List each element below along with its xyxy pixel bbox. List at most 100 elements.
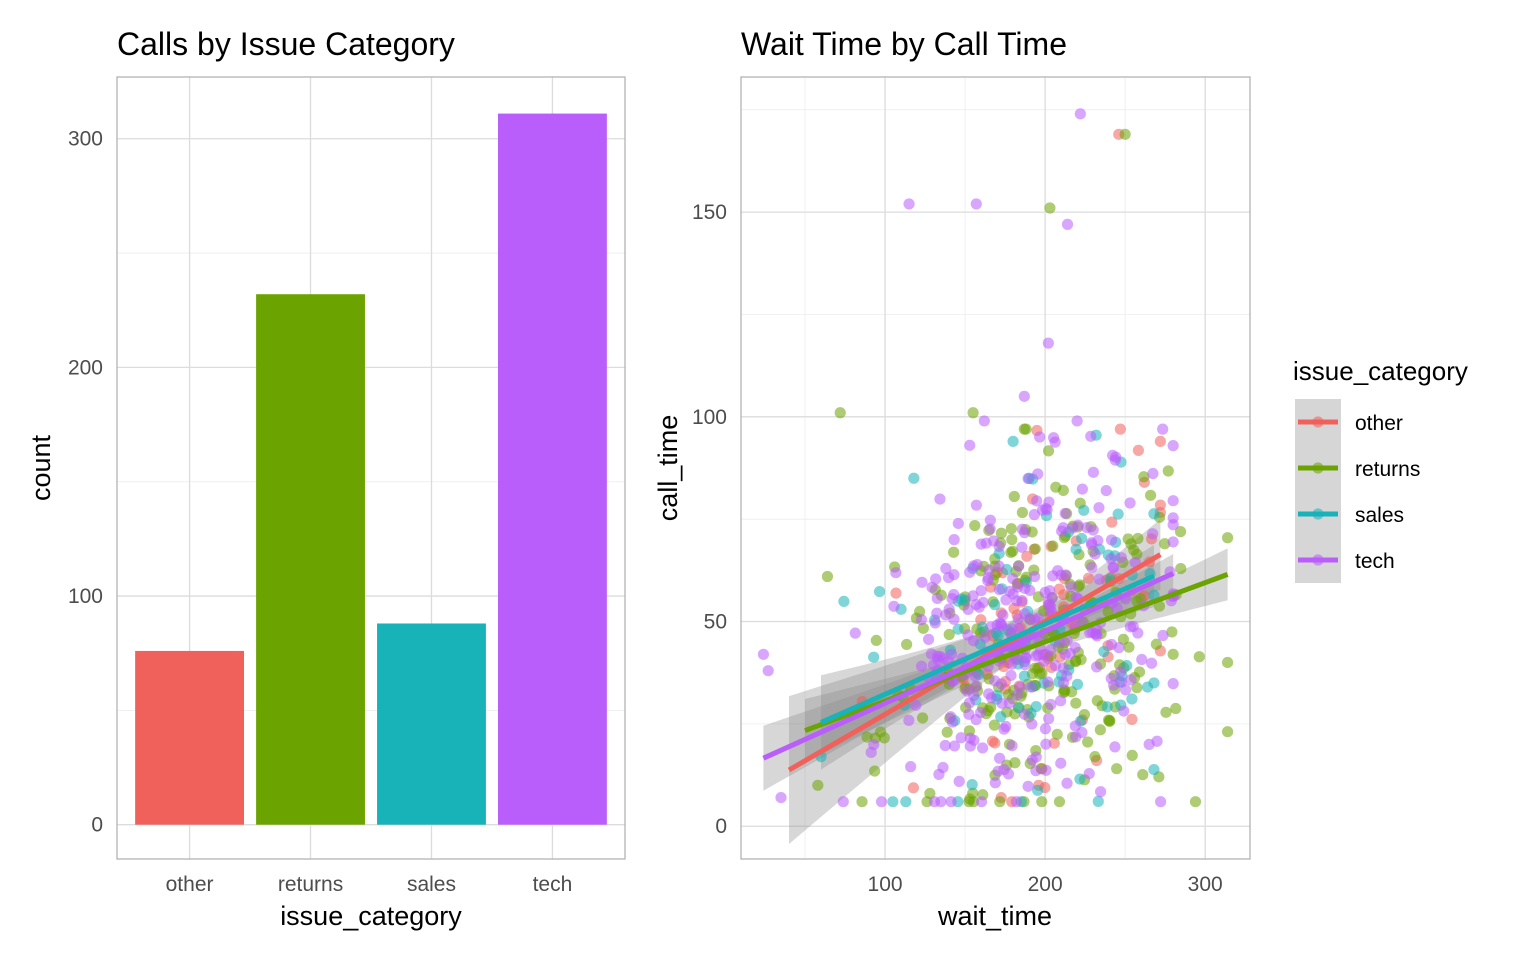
scatter-point-tech bbox=[1029, 614, 1041, 626]
scatter-point-returns bbox=[812, 779, 824, 791]
scatter-point-returns bbox=[1089, 751, 1101, 763]
scatter-point-tech bbox=[948, 534, 960, 546]
scatter-point-tech bbox=[1093, 502, 1105, 514]
scatter-point-tech bbox=[1059, 507, 1071, 519]
scatter-point-returns bbox=[1044, 202, 1056, 214]
scatter-point-sales bbox=[1126, 693, 1138, 705]
scatter-point-sales bbox=[1070, 543, 1082, 555]
scatter-point-tech bbox=[970, 198, 982, 210]
scatter-point-tech bbox=[1147, 528, 1159, 540]
scatter-point-returns bbox=[901, 638, 913, 651]
scatter-point-tech bbox=[1113, 642, 1125, 654]
scatter-point-tech bbox=[1100, 484, 1112, 497]
scatter-point-tech bbox=[970, 499, 982, 511]
scatter-point-returns bbox=[1008, 490, 1020, 503]
scatter-point-tech bbox=[1007, 572, 1019, 585]
scatter-point-tech bbox=[975, 796, 988, 808]
scatter-point-tech bbox=[962, 603, 974, 616]
scatter-point-tech bbox=[952, 517, 964, 530]
bar-tech bbox=[498, 113, 607, 825]
scatter-point-tech bbox=[1065, 581, 1077, 593]
scatter-point-returns bbox=[1221, 532, 1234, 544]
scatter-point-sales bbox=[1078, 504, 1090, 516]
bar-y-tick-label: 100 bbox=[68, 585, 103, 608]
scatter-point-tech bbox=[757, 648, 770, 660]
scatter-point-tech bbox=[975, 585, 987, 597]
scatter-point-returns bbox=[1167, 648, 1179, 660]
scatter-point-tech bbox=[1155, 796, 1167, 808]
scatter-point-other bbox=[1106, 516, 1118, 528]
scatter-point-tech bbox=[1030, 765, 1042, 777]
scatter-point-tech bbox=[1074, 108, 1086, 120]
scatter-chart-title: Wait Time by Call Time bbox=[741, 26, 1067, 62]
scatter-panel: Wait Time by Call Time 0 50 100 150 100 200 3… bbox=[653, 26, 1251, 931]
scatter-point-returns bbox=[1159, 538, 1171, 550]
bar-panel-border bbox=[116, 76, 626, 860]
scatter-point-tech bbox=[940, 562, 952, 575]
bar-panel: Calls by Issue Category 0 100 200 300 other… bbox=[26, 26, 626, 931]
scatter-point-other bbox=[1114, 423, 1126, 435]
bar-y-tick-label: 300 bbox=[68, 128, 103, 151]
scatter-point-tech bbox=[875, 796, 888, 808]
scatter-point-tech bbox=[1147, 467, 1159, 480]
scatter-point-tech bbox=[1039, 723, 1052, 735]
scatter-point-tech bbox=[955, 732, 967, 744]
legend-label-tech: tech bbox=[1355, 550, 1395, 573]
scatter-point-tech bbox=[1022, 472, 1034, 485]
scatter-point-other bbox=[1132, 444, 1145, 456]
scatter-point-returns bbox=[985, 701, 997, 713]
scatter-point-returns bbox=[917, 622, 929, 634]
scatter-point-tech bbox=[996, 620, 1008, 632]
scatter-point-tech bbox=[1167, 536, 1179, 548]
scatter-point-returns bbox=[1042, 445, 1055, 457]
scatter-point-tech bbox=[1064, 647, 1076, 660]
scatter-point-tech bbox=[946, 716, 959, 728]
scatter-point-tech bbox=[953, 775, 965, 787]
scatter-point-returns bbox=[1166, 626, 1178, 638]
scatter-point-tech bbox=[1025, 681, 1037, 693]
scatter-point-tech bbox=[948, 613, 960, 625]
scatter-point-other bbox=[1053, 583, 1065, 595]
scatter-point-returns bbox=[967, 796, 980, 808]
scatter-point-tech bbox=[945, 796, 957, 808]
scatter-point-tech bbox=[1006, 740, 1018, 752]
scatter-point-tech bbox=[1040, 764, 1052, 776]
scatter-point-returns bbox=[941, 726, 953, 738]
scatter-point-returns bbox=[995, 527, 1007, 539]
scatter-points bbox=[757, 108, 1234, 808]
scatter-point-returns bbox=[1131, 682, 1143, 694]
scatter-point-tech bbox=[1157, 423, 1169, 435]
scatter-point-tech bbox=[996, 697, 1008, 709]
legend-key-background bbox=[1295, 399, 1341, 583]
scatter-point-returns bbox=[1053, 796, 1066, 808]
scatter-x-tick-label: 200 bbox=[1028, 873, 1063, 896]
scatter-point-tech bbox=[1042, 595, 1054, 608]
scatter-point-returns bbox=[1126, 749, 1138, 762]
scatter-point-sales bbox=[1071, 678, 1084, 690]
scatter-point-tech bbox=[865, 746, 877, 759]
scatter-point-returns bbox=[878, 732, 890, 744]
scatter-point-tech bbox=[1108, 562, 1120, 574]
scatter-point-tech bbox=[1019, 651, 1032, 663]
legend-point-other bbox=[1312, 416, 1324, 428]
scatter-point-tech bbox=[934, 493, 946, 505]
scatter-point-tech bbox=[1031, 495, 1043, 507]
scatter-point-tech bbox=[1016, 541, 1028, 553]
scatter-panel-border bbox=[740, 76, 1251, 860]
scatter-point-returns bbox=[1036, 667, 1048, 679]
scatter-point-returns bbox=[1103, 715, 1116, 727]
scatter-point-tech bbox=[984, 523, 996, 535]
scatter-point-tech bbox=[1157, 629, 1169, 642]
scatter-point-other bbox=[1082, 572, 1095, 584]
scatter-point-other bbox=[1154, 435, 1166, 447]
scatter-point-tech bbox=[979, 631, 991, 643]
scatter-point-tech bbox=[1055, 757, 1067, 769]
scatter-x-tick-label: 300 bbox=[1188, 873, 1223, 896]
scatter-point-returns bbox=[821, 570, 834, 583]
scatter-point-sales bbox=[966, 779, 978, 791]
scatter-point-tech bbox=[1040, 738, 1052, 750]
scatter-point-returns bbox=[1047, 540, 1059, 552]
scatter-point-tech bbox=[964, 439, 976, 451]
scatter-x-tick-label: 100 bbox=[868, 873, 903, 896]
scatter-point-tech bbox=[1061, 777, 1073, 789]
